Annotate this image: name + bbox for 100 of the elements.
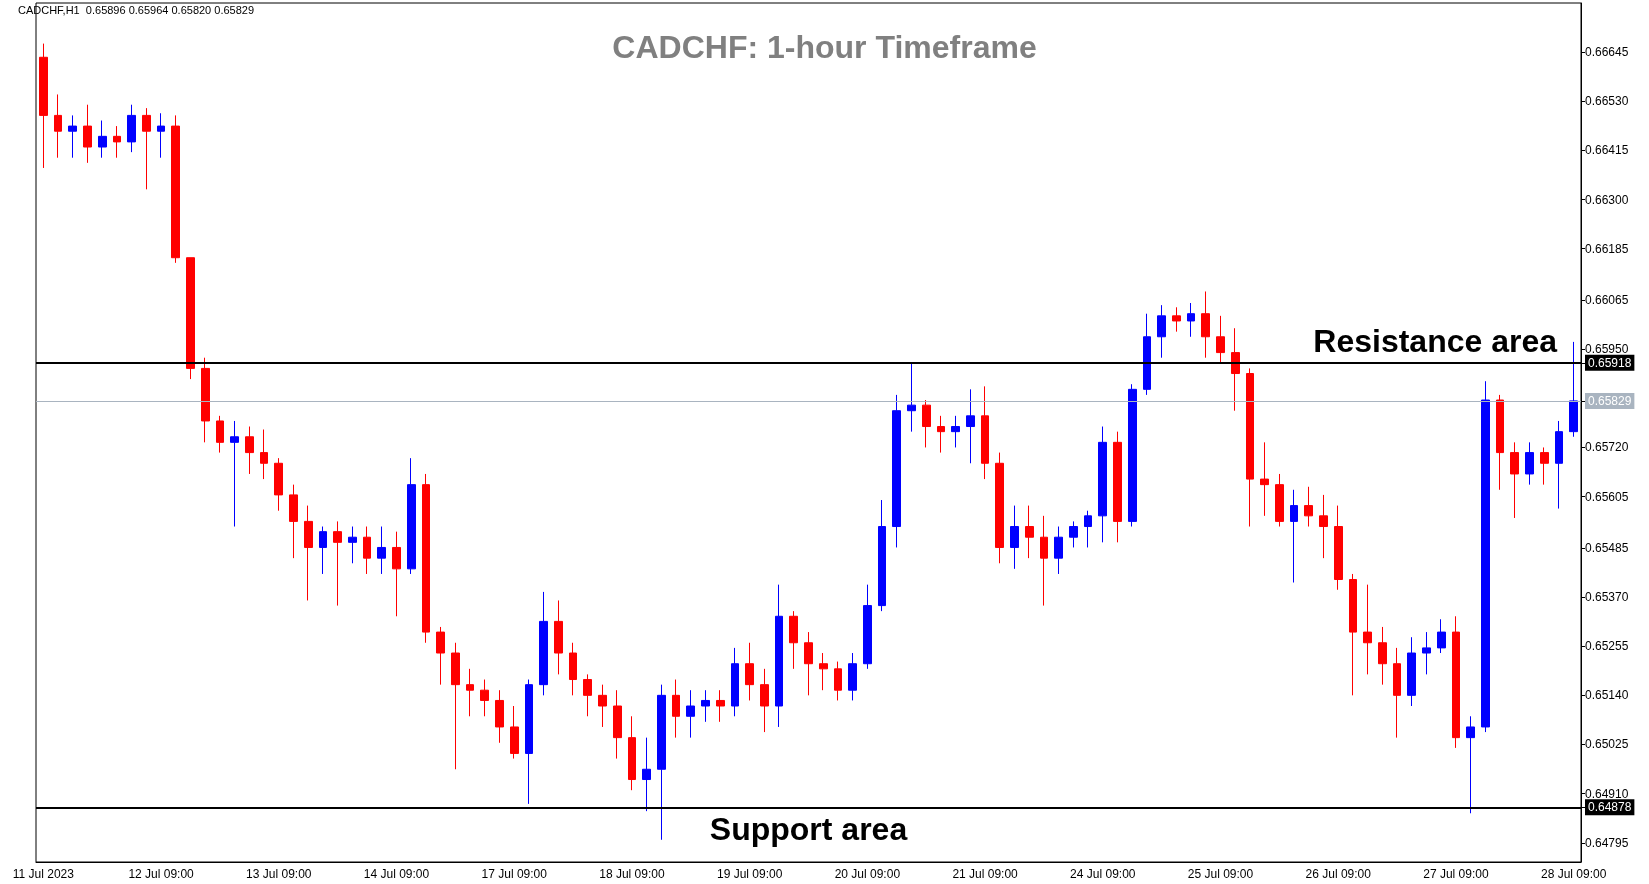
candlestick [510, 705, 519, 760]
y-tick-label: 0.65025 [1585, 737, 1629, 752]
candlestick [1143, 313, 1151, 396]
x-tick-label: 19 Jul 09:00 [716, 867, 783, 881]
x-tick-label: 18 Jul 09:00 [599, 867, 665, 881]
candlestick [1113, 431, 1122, 543]
candlestick [863, 584, 872, 670]
candlestick [436, 626, 445, 686]
y-tick-label: 0.65485 [1585, 540, 1629, 555]
candlestick [966, 388, 975, 464]
candlestick [245, 426, 254, 475]
candlestick [1422, 631, 1431, 675]
candlestick [422, 473, 430, 644]
candlestick [672, 679, 680, 739]
candlestick [642, 737, 651, 812]
candlestick [613, 689, 622, 760]
y-tick-label: 0.66645 [1585, 45, 1629, 60]
candlestick [480, 679, 489, 717]
ref-line-label: Support area [709, 811, 908, 848]
candlestick [1510, 441, 1519, 519]
candlestick [1349, 573, 1357, 696]
y-tick-label: 0.65255 [1585, 639, 1629, 654]
y-tick-label: 0.64878 [1588, 800, 1632, 815]
y-tick-label: 0.65950 [1585, 342, 1629, 357]
candlestick [1084, 510, 1092, 548]
y-tick-label: 0.66185 [1585, 241, 1629, 256]
candlestick [98, 120, 107, 159]
candlestick [83, 104, 92, 164]
candlestick [1040, 515, 1048, 607]
candlestick [731, 647, 739, 717]
candlestick [745, 642, 754, 701]
text: CADCHF: 1-hour Timeframe [612, 29, 1037, 65]
candlestick [1216, 315, 1225, 364]
candlestick [142, 107, 151, 190]
candlestick [716, 689, 725, 723]
y-tick-label: 0.66300 [1585, 192, 1629, 207]
candlestick [333, 520, 342, 607]
candlestick [201, 357, 210, 443]
candlestick [1304, 486, 1313, 528]
y-tick-label: 0.66065 [1585, 293, 1629, 308]
candlestick [878, 499, 886, 612]
candlestick [657, 684, 666, 841]
candlestick [1290, 489, 1298, 583]
candlestick [54, 93, 62, 159]
candlestick [230, 420, 239, 528]
y-tick-label: 0.66530 [1585, 94, 1629, 109]
candlestick [1378, 626, 1387, 686]
candlestick [628, 715, 636, 791]
candlestick [1466, 715, 1475, 814]
candlestick [113, 125, 121, 159]
x-tick-label: 27 Jul 09:00 [1423, 867, 1489, 881]
x-tick-label: 28 Jul 09:00 [1540, 867, 1607, 881]
candlestick [466, 668, 474, 717]
candlestick [1407, 636, 1416, 707]
candlestick [1098, 426, 1107, 543]
candlestick [289, 484, 298, 559]
ref-line-label: Resistance area [1313, 322, 1558, 359]
y-tick-label: 0.65918 [1588, 355, 1632, 370]
candlestick [937, 415, 945, 454]
candlestick [451, 642, 460, 770]
candlestick [39, 43, 48, 169]
candlestick [1481, 380, 1490, 733]
candlestick [1319, 494, 1328, 559]
x-tick-label: 21 Jul 09:00 [952, 867, 1019, 881]
candlestick [995, 452, 1004, 564]
candlestick [186, 257, 195, 380]
y-tick-label: 0.65140 [1585, 688, 1629, 703]
candlestick [363, 526, 371, 575]
candlestick [1452, 615, 1460, 749]
candlestick [495, 689, 504, 744]
candlestick [377, 526, 386, 575]
candlestick [775, 584, 783, 728]
candlestick [1246, 367, 1254, 528]
candlestick [951, 415, 960, 448]
candlestick [686, 689, 695, 739]
candlestick [1363, 584, 1372, 675]
x-tick-label: 14 Jul 09:00 [363, 867, 430, 881]
candlestick [274, 457, 283, 512]
x-tick-label: 24 Jul 09:00 [1070, 867, 1136, 881]
candlestick [1525, 441, 1534, 486]
candlestick [171, 114, 180, 264]
candlestick [407, 457, 416, 575]
candlestick [598, 684, 607, 728]
candlestick [1157, 304, 1166, 359]
y-tick-label: 0.65829 [1588, 393, 1632, 408]
candlestick [1128, 383, 1137, 528]
y-tick-label: 0.65370 [1585, 590, 1629, 605]
candlestick [892, 394, 901, 548]
candlestick [1393, 647, 1401, 739]
y-tick-label: 0.64910 [1585, 786, 1629, 801]
candlestick [1201, 290, 1210, 359]
candlestick [583, 673, 592, 717]
candlestick [1025, 505, 1034, 559]
candlestick [1540, 446, 1549, 486]
x-tick-label: 13 Jul 09:00 [246, 867, 312, 881]
candlestick [922, 399, 931, 448]
candlestick [819, 652, 828, 691]
candlestick [760, 668, 769, 733]
y-tick-label: 0.66415 [1585, 143, 1629, 158]
candlestick [1172, 306, 1181, 333]
